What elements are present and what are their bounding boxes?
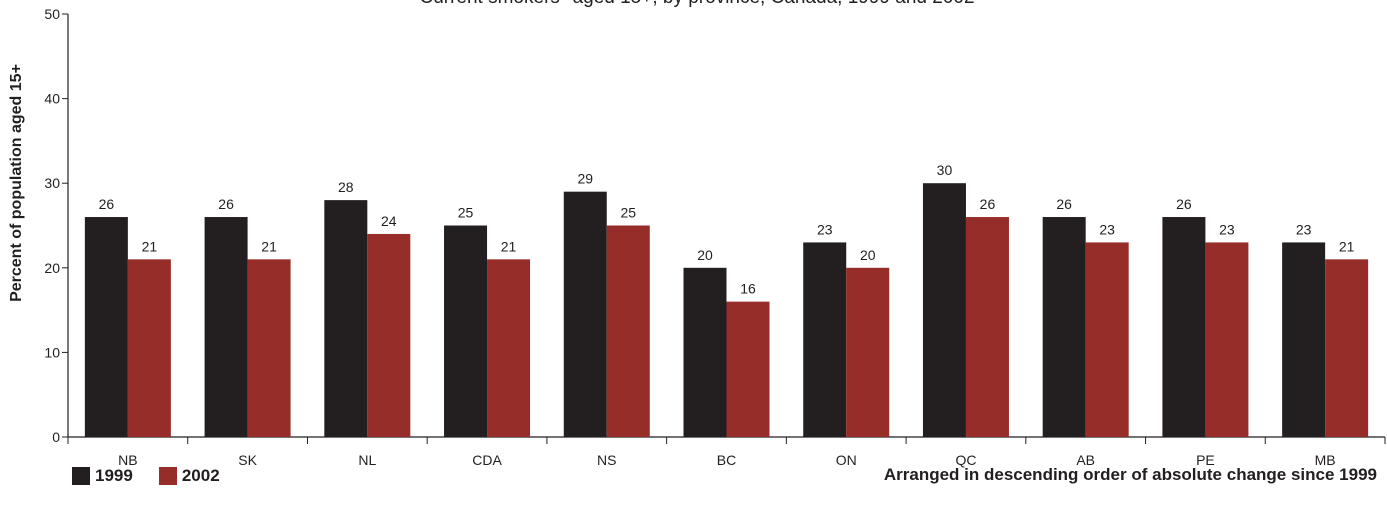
bar-1999 xyxy=(922,183,966,437)
data-label: 21 xyxy=(142,238,158,254)
bar-2002 xyxy=(247,259,291,437)
data-label: 30 xyxy=(937,162,953,178)
bar-1999 xyxy=(683,267,727,437)
legend-item-1999: 1999 xyxy=(72,466,133,486)
x-tick-label: NB xyxy=(118,452,137,468)
y-axis-label: Percent of population aged 15+ xyxy=(8,64,25,302)
bar-2002 xyxy=(1325,259,1369,437)
bar-1999 xyxy=(444,225,488,437)
data-label: 26 xyxy=(99,196,115,212)
data-label: 26 xyxy=(1176,196,1192,212)
bar-1999 xyxy=(1282,242,1326,437)
chart-footnote: Arranged in descending order of absolute… xyxy=(883,465,1377,484)
bar-2002 xyxy=(487,259,531,437)
chart-data-labels: 26 21 26 21 28 24 25 21 29 25 20 16 23 20 30 26 26 23 26 23… xyxy=(99,162,1355,296)
data-label: 21 xyxy=(501,238,517,254)
y-tick-label: 50 xyxy=(44,6,60,22)
data-label: 23 xyxy=(1296,221,1312,237)
data-label: 29 xyxy=(577,171,593,187)
bar-1999 xyxy=(1042,217,1086,437)
x-tick-label: NL xyxy=(358,452,376,468)
data-label: 16 xyxy=(740,281,756,297)
bar-2002 xyxy=(367,233,411,437)
bar-2002 xyxy=(1205,242,1249,437)
data-label: 20 xyxy=(860,247,876,263)
bar-1999 xyxy=(1162,217,1206,437)
chart-title: Current smokers* aged 15+, by province, … xyxy=(419,0,974,8)
bar-1999 xyxy=(324,200,368,437)
x-tick-label: CDA xyxy=(472,452,502,468)
bar-2002 xyxy=(606,225,650,437)
x-tick-label: ON xyxy=(836,452,857,468)
data-label: 25 xyxy=(620,205,636,221)
bar-2002 xyxy=(1085,242,1129,437)
data-label: 23 xyxy=(1219,221,1235,237)
y-tick-label: 30 xyxy=(44,175,60,191)
bar-2002 xyxy=(846,267,890,437)
x-tick-label: BC xyxy=(717,452,736,468)
data-label: 21 xyxy=(261,238,277,254)
data-label: 26 xyxy=(980,196,996,212)
x-tick-label: PE xyxy=(1196,452,1215,468)
data-label: 28 xyxy=(338,179,354,195)
bar-1999 xyxy=(84,217,128,437)
x-tick-label: SK xyxy=(238,452,257,468)
chart-bars xyxy=(84,183,1369,437)
data-label: 26 xyxy=(1056,196,1072,212)
data-label: 25 xyxy=(458,205,474,221)
y-tick-label: 0 xyxy=(52,429,60,445)
x-tick-label: AB xyxy=(1076,452,1095,468)
data-label: 24 xyxy=(381,213,397,229)
legend: 1999 2002 xyxy=(72,466,220,486)
bar-1999 xyxy=(563,191,607,437)
y-tick-label: 20 xyxy=(44,260,60,276)
data-label: 20 xyxy=(697,247,713,263)
y-tick-label: 40 xyxy=(44,91,60,107)
legend-item-2002: 2002 xyxy=(158,466,220,486)
x-tick-label: NS xyxy=(597,452,616,468)
bar-2002 xyxy=(127,259,171,437)
x-tick-label: MB xyxy=(1315,452,1336,468)
data-label: 26 xyxy=(218,196,234,212)
legend-label-2002: 2002 xyxy=(181,466,220,485)
legend-swatch-1999 xyxy=(72,467,90,485)
y-tick-label: 10 xyxy=(44,344,60,360)
legend-swatch-2002 xyxy=(158,467,177,485)
data-label: 23 xyxy=(817,221,833,237)
x-tick-label: QC xyxy=(955,452,976,468)
bar-1999 xyxy=(803,242,847,437)
bar-2002 xyxy=(965,217,1009,437)
bar-1999 xyxy=(204,217,248,437)
bar-2002 xyxy=(726,301,770,437)
data-label: 23 xyxy=(1099,221,1115,237)
legend-label-1999: 1999 xyxy=(95,466,133,485)
data-label: 21 xyxy=(1339,238,1355,254)
